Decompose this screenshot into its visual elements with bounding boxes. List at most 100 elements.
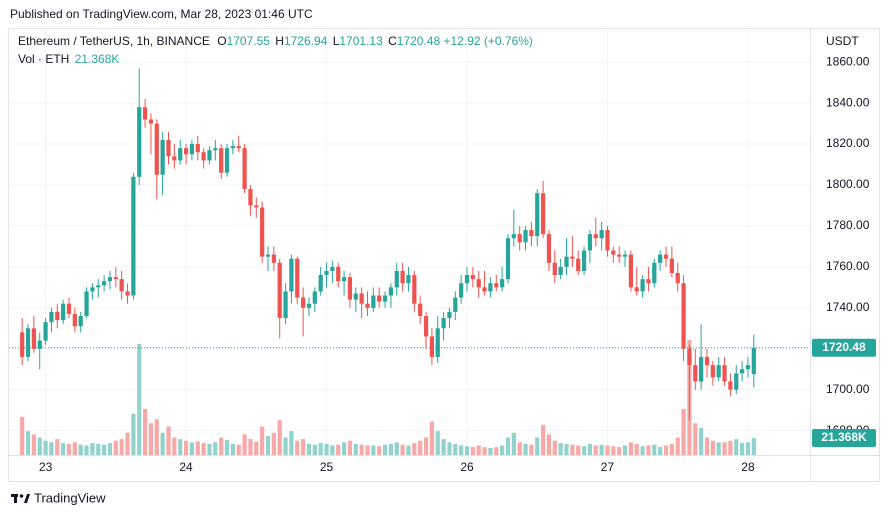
volume-bar <box>347 440 353 455</box>
volume-value: 21.368K <box>75 52 120 66</box>
candle-body <box>377 295 382 302</box>
candle-body <box>248 189 253 206</box>
volume-bar <box>745 442 751 455</box>
candle-body <box>277 262 282 319</box>
volume-bar <box>658 447 663 455</box>
volume-bar <box>306 443 312 455</box>
volume-bar <box>283 437 288 455</box>
candle-body <box>611 250 616 255</box>
candle-body <box>739 369 745 374</box>
candle-body <box>271 254 276 263</box>
candle-body <box>587 234 593 251</box>
volume-bar <box>289 431 294 455</box>
volume-bar <box>55 439 60 455</box>
candle-body <box>125 291 130 296</box>
volume-bar <box>172 437 177 455</box>
volume-bar <box>113 440 118 455</box>
candle-body <box>482 287 487 292</box>
candle-body <box>113 277 118 280</box>
candle-body <box>447 311 452 319</box>
candle-body <box>511 234 516 239</box>
candle-body <box>25 328 31 357</box>
volume-bar <box>605 445 610 455</box>
volume-bar <box>301 439 306 455</box>
logo-part <box>19 494 24 498</box>
publisher-note: Published on TradingView.com, Mar 28, 20… <box>10 7 313 21</box>
y-tick-label: 1700.00 <box>826 382 870 396</box>
volume-bar <box>482 447 487 455</box>
volume-bar <box>148 423 154 455</box>
volume-bar <box>154 419 159 455</box>
candle-body <box>90 287 95 292</box>
volume-bar <box>295 440 300 455</box>
candle-body <box>646 279 651 284</box>
candle-body <box>658 254 663 263</box>
volume-bar <box>581 446 587 455</box>
brand-logo <box>11 494 30 503</box>
volume-bar <box>178 439 183 455</box>
candle-body <box>470 275 475 280</box>
ohlc-value: 1726.94 <box>284 34 328 48</box>
candle-body <box>687 348 692 366</box>
y-tick-label: 1760.00 <box>826 259 870 273</box>
volume-bar <box>61 443 66 455</box>
candle-body <box>201 152 206 161</box>
candle-body <box>699 356 704 382</box>
axes: 1680.001700.001720.001740.001760.001780.… <box>39 54 876 474</box>
candle-body <box>96 285 101 288</box>
volume-bar <box>236 444 241 455</box>
change: +12.92 <box>444 34 481 48</box>
candle-body <box>72 313 77 327</box>
volume-bar <box>137 343 142 455</box>
candle-body <box>236 146 241 149</box>
y-tick-label: 1800.00 <box>826 177 870 191</box>
volume-bar <box>119 439 124 455</box>
candle-body <box>195 144 200 153</box>
candle-body <box>265 254 271 257</box>
candle-body <box>429 336 434 357</box>
volume-bar <box>517 442 522 455</box>
candle-body <box>464 275 470 284</box>
y-tick-label: 1740.00 <box>826 300 870 314</box>
candle-body <box>66 303 72 314</box>
volume-bar <box>195 441 200 455</box>
volume-bar <box>160 432 165 455</box>
volume-bar <box>224 439 230 455</box>
volume-bar <box>49 442 54 455</box>
candle-body <box>540 193 546 235</box>
candle-body <box>459 283 464 298</box>
candle-body <box>49 311 54 323</box>
volume-bar <box>453 443 458 455</box>
candle-body <box>78 316 83 327</box>
volume-bar <box>523 443 528 455</box>
volume-bar <box>622 445 628 455</box>
candle-body <box>318 275 323 292</box>
last-volume-label: 21.368K <box>821 430 867 444</box>
volume-bar <box>125 432 130 455</box>
candle-body <box>599 230 604 239</box>
volume-bar <box>359 444 364 455</box>
volume-bar <box>611 446 616 455</box>
x-tick-label: 24 <box>179 460 193 474</box>
volume-bar <box>652 444 657 455</box>
volume-bar <box>628 442 634 455</box>
volume-bar <box>423 437 429 455</box>
candle-body <box>84 291 89 317</box>
volume-bar <box>488 447 493 455</box>
volume-bar <box>429 421 434 455</box>
volume-bar <box>675 437 680 455</box>
volume-bar <box>78 444 83 455</box>
volume-bar <box>377 446 382 455</box>
volume-bar <box>470 447 475 455</box>
volume-bar <box>710 440 715 455</box>
volume-bar <box>476 445 481 455</box>
ohlc-label: O <box>217 34 226 48</box>
axis-unit: USDT <box>826 34 859 48</box>
volume-bar <box>459 445 464 455</box>
volume-bar <box>535 437 540 455</box>
volume-bar <box>634 443 639 455</box>
candle-body <box>131 176 136 296</box>
volume-bar <box>166 426 171 455</box>
volume-bar <box>102 444 107 455</box>
ohlc-label: C <box>388 34 397 48</box>
